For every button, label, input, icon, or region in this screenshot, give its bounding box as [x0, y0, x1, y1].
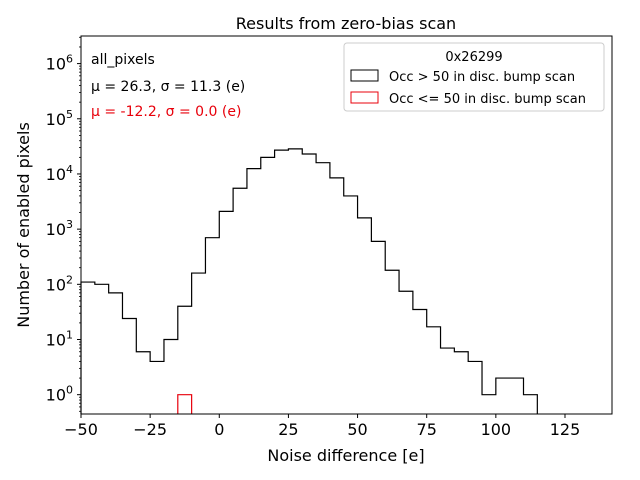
histogram-bin	[178, 395, 192, 414]
legend: 0x26299 Occ > 50 in disc. bump scan Occ …	[343, 42, 605, 112]
histogram-bin	[164, 340, 178, 415]
histogram-bin	[482, 395, 496, 414]
legend-swatch-occ-low	[350, 91, 379, 104]
histogram-step-line	[177, 394, 193, 414]
histogram-bin	[81, 282, 95, 414]
legend-label-occ-high: Occ > 50 in disc. bump scan	[389, 70, 575, 85]
histogram-bin	[302, 154, 316, 414]
histogram-bin	[136, 352, 150, 414]
annotation-all-pixels: all_pixels	[91, 52, 155, 68]
histogram-bin	[192, 273, 206, 414]
histogram-bin	[288, 149, 302, 414]
histogram-bin	[371, 241, 385, 414]
y-tick-label: 103	[46, 218, 73, 239]
legend-label-occ-low: Occ <= 50 in disc. bump scan	[389, 92, 586, 107]
histogram-bin	[122, 319, 136, 414]
histogram-bin	[510, 378, 524, 414]
legend-box	[343, 42, 605, 112]
legend-swatch-occ-high	[350, 69, 379, 82]
histogram-bin	[385, 270, 399, 414]
histogram-bin	[233, 188, 247, 414]
histogram-bin	[427, 327, 441, 414]
annotation-mean-sigma-high: μ = 26.3, σ = 11.3 (e)	[91, 79, 245, 95]
histogram-bin	[441, 348, 455, 414]
y-tick-label: 101	[46, 329, 73, 350]
histogram-bin	[109, 293, 123, 414]
chart-title: Results from zero-bias scan	[236, 14, 456, 33]
y-tick-label: 105	[46, 108, 73, 129]
histogram-bin	[399, 291, 413, 414]
y-axis-label: Number of enabled pixels	[14, 122, 33, 328]
x-tick-label: −25	[133, 420, 167, 439]
series-layer	[80, 148, 538, 415]
x-tick-label: 75	[417, 420, 437, 439]
histogram-bin	[205, 238, 219, 414]
histogram-bin	[150, 361, 164, 414]
x-tick-label: 50	[347, 420, 367, 439]
annotations: all_pixels μ = 26.3, σ = 11.3 (e) μ = -1…	[91, 52, 245, 120]
x-tick-label: −50	[64, 420, 98, 439]
annotation-mean-sigma-low: μ = -12.2, σ = 0.0 (e)	[91, 104, 241, 120]
histogram-bin	[247, 169, 261, 414]
histogram-bin	[468, 361, 482, 414]
series-0	[80, 148, 538, 415]
y-tick-label: 100	[46, 384, 73, 405]
histogram-bin	[524, 395, 538, 414]
y-axis: 100 101 102 103 104 105 106	[46, 36, 81, 412]
series-1	[177, 394, 193, 414]
x-tick-label: 0	[214, 420, 224, 439]
histogram-bin	[275, 150, 289, 414]
y-tick-label: 104	[46, 163, 73, 184]
y-tick-label: 106	[46, 53, 73, 74]
legend-title: 0x26299	[445, 50, 502, 65]
x-axis-label: Noise difference [e]	[267, 446, 424, 465]
histogram-bin	[344, 196, 358, 414]
histogram-bin	[496, 378, 510, 414]
x-tick-label: 125	[550, 420, 581, 439]
histogram-bin	[330, 178, 344, 414]
histogram-bin	[316, 163, 330, 414]
histogram-bin	[358, 218, 372, 414]
histogram-step-line	[80, 148, 538, 414]
histogram-bin	[219, 211, 233, 414]
histogram-bin	[261, 157, 275, 414]
x-tick-label: 100	[481, 420, 512, 439]
plot-frame	[80, 35, 613, 415]
y-tick-label: 102	[46, 273, 73, 294]
histogram-bin	[413, 309, 427, 414]
x-tick-label: 25	[278, 420, 298, 439]
histogram-bin	[454, 352, 468, 414]
histogram-bin	[95, 284, 109, 414]
x-axis: −50 −25 0 25 50 75 100 125	[64, 414, 580, 439]
